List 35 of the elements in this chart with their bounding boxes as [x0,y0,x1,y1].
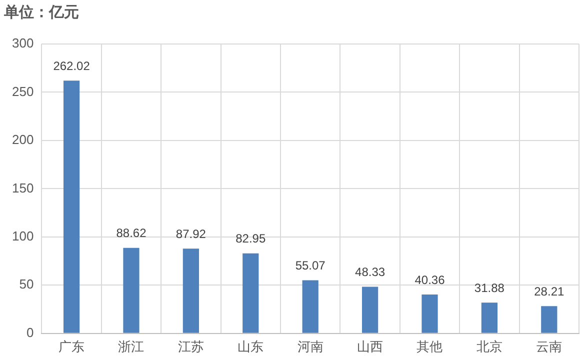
y-tick-label: 250 [12,84,34,99]
y-tick-label: 150 [12,180,34,196]
bar [422,294,438,333]
y-tick-label: 50 [19,276,34,292]
data-label: 262.02 [53,58,90,73]
bar [182,248,200,333]
data-label: 28.21 [534,284,564,298]
data-label: 40.36 [414,272,446,287]
y-tick-label: 200 [12,132,34,148]
bar [123,248,140,333]
y-tick-label: 0 [26,324,34,340]
data-label: 87.92 [176,226,206,241]
bar [362,286,378,333]
x-tick-label: 河南 [297,338,324,354]
y-tick-label: 100 [12,228,34,244]
bar [541,306,558,333]
x-tick-label: 北京 [476,338,502,354]
data-label: 82.95 [236,232,266,246]
data-label: 31.88 [474,280,505,295]
bar [481,302,498,333]
y-tick-label: 300 [12,36,34,51]
x-tick-label: 山东 [238,338,264,354]
x-tick-label: 江苏 [178,338,204,354]
x-tick-label: 浙江 [118,338,144,354]
x-tick-label: 云南 [536,338,562,354]
data-label: 88.62 [116,226,147,240]
bar [63,80,80,333]
x-tick-label: 其他 [416,338,443,354]
x-tick-label: 广东 [58,338,85,354]
bar [302,280,318,333]
x-tick-label: 山西 [357,338,384,354]
bar [242,253,259,333]
data-label: 55.07 [295,258,326,273]
data-label: 48.33 [355,265,386,280]
chart-title: 单位：亿元 [3,4,79,22]
